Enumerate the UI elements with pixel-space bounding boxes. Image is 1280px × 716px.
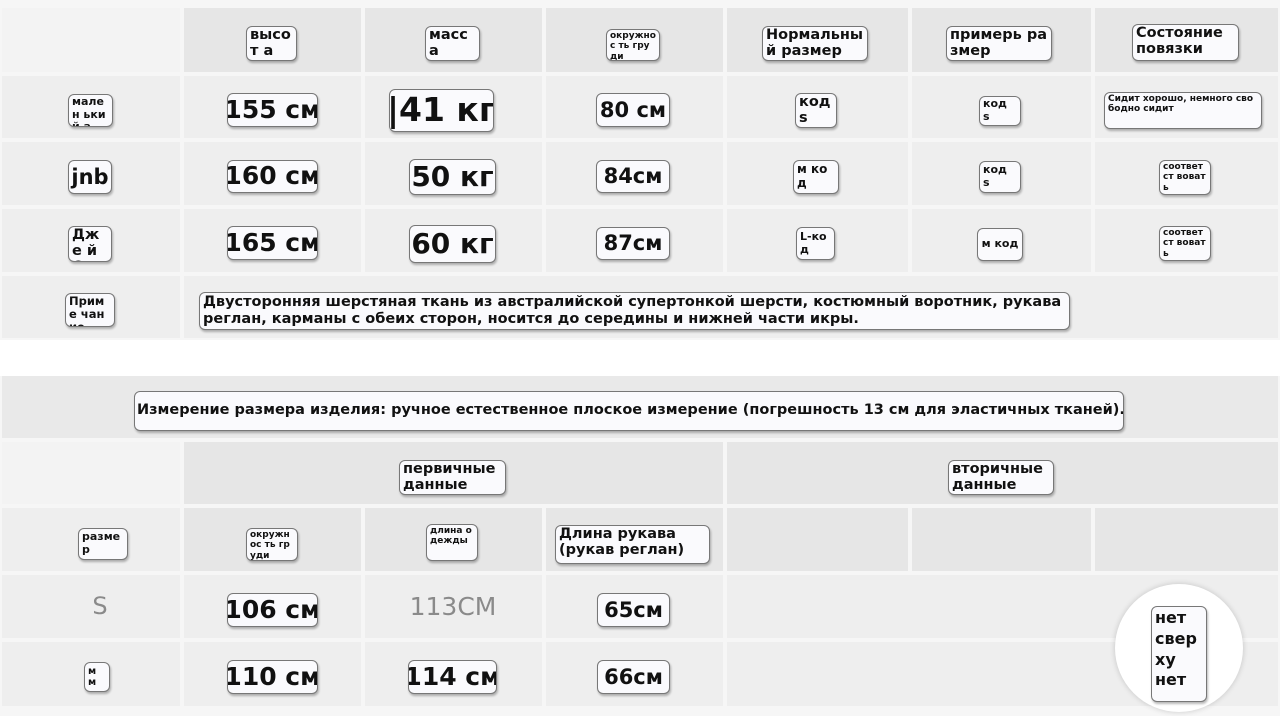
section-divider <box>0 340 1280 376</box>
row-state: соответст вовать <box>1159 226 1211 261</box>
row-try-size: код s <box>979 96 1021 126</box>
group-secondary: вторичные данные <box>948 460 1054 495</box>
header-size: размер <box>78 528 128 560</box>
row-try-size: код s <box>979 161 1021 193</box>
row-height: 155 см <box>227 93 318 127</box>
table-cell <box>912 508 1091 571</box>
row-normal-size: м код <box>793 160 839 194</box>
row-size: S <box>92 592 108 620</box>
row-name: jnb <box>68 160 112 194</box>
row-weight: 60 кг <box>409 225 496 263</box>
note-label: Приме чание <box>65 293 115 327</box>
product-table-corner <box>2 442 180 504</box>
header-chest: окружнос ть груди <box>246 528 298 561</box>
measure-banner: Измерение размера изделия: ручное естест… <box>134 391 1124 431</box>
row-length: 114 см <box>408 660 497 694</box>
header-try-size: примерь размер <box>946 26 1052 61</box>
header-chest: окружнос ть груди <box>606 29 660 61</box>
row-chest: 87см <box>596 227 670 260</box>
badge-text: нет свер ху нет <box>1151 606 1207 702</box>
header-weight: масс а <box>425 26 480 61</box>
row-chest: 110 см <box>227 660 318 694</box>
row-height: 165 см <box>227 226 318 260</box>
note-text: Двусторонняя шерстяная ткань из австрали… <box>199 292 1070 330</box>
row-normal-size: L-код <box>796 227 835 260</box>
row-chest: 84см <box>596 160 670 193</box>
row-try-size: м код <box>977 228 1023 261</box>
header-height: высот а <box>246 26 297 61</box>
table-cell <box>365 575 542 638</box>
row-length: 113CM <box>409 591 497 621</box>
row-sleeve: 65см <box>597 593 670 627</box>
table-cell <box>727 508 908 571</box>
table-row <box>2 575 180 638</box>
row-normal-size: код s <box>795 93 837 128</box>
header-normal-size: Нормальны й размер <box>762 26 868 61</box>
table-cell <box>1095 508 1278 571</box>
row-state: Сидит хорошо, немного свободно сидит <box>1104 92 1262 129</box>
size-table-corner <box>2 8 180 72</box>
header-sleeve: Длина рукава (рукав реглан) <box>555 525 710 564</box>
row-chest: 106 см <box>227 593 318 627</box>
header-length: длина одежды <box>426 524 478 561</box>
row-weight: 50 кг <box>409 159 496 195</box>
row-chest: 80 см <box>596 93 670 127</box>
row-weight: |41 кг <box>389 89 494 132</box>
row-sleeve: 66см <box>597 660 670 694</box>
row-height: 160 см <box>227 160 318 193</box>
row-state: соответст вовать <box>1159 160 1211 195</box>
header-state: Состояние повязки <box>1132 24 1239 61</box>
row-size: м м <box>84 662 110 692</box>
row-name: Дже й Си <box>68 226 112 262</box>
row-name: мален ький а <box>68 94 113 127</box>
group-primary: первичные данные <box>399 460 506 495</box>
